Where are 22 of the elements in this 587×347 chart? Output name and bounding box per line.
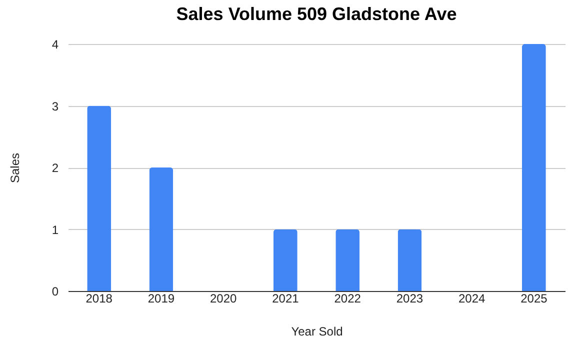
- y-axis-title: Sales: [8, 152, 22, 184]
- bar: [522, 44, 546, 291]
- x-axis-title: Year Sold: [291, 324, 343, 338]
- bar: [273, 229, 298, 291]
- x-tick-label: 2020: [210, 292, 237, 306]
- bar: [87, 106, 112, 291]
- y-tick-label: 2: [52, 161, 59, 175]
- y-tick-label: 4: [52, 38, 59, 52]
- bar: [398, 229, 422, 291]
- y-tick-label: 1: [52, 222, 59, 237]
- x-tick-label: 2025: [520, 292, 548, 306]
- x-tick-label: 2024: [458, 292, 486, 306]
- bar: [336, 229, 360, 291]
- bar: [149, 168, 174, 291]
- y-tick-label: 0: [52, 284, 59, 298]
- x-tick-label: 2018: [86, 292, 113, 306]
- y-tick-label: 3: [52, 99, 59, 114]
- x-tick-label: 2019: [148, 292, 175, 306]
- x-tick-label: 2021: [272, 292, 300, 306]
- x-tick-label: 2022: [334, 292, 362, 306]
- chart-title: Sales Volume 509 Gladstone Ave: [176, 4, 457, 24]
- x-tick-label: 2023: [396, 292, 424, 306]
